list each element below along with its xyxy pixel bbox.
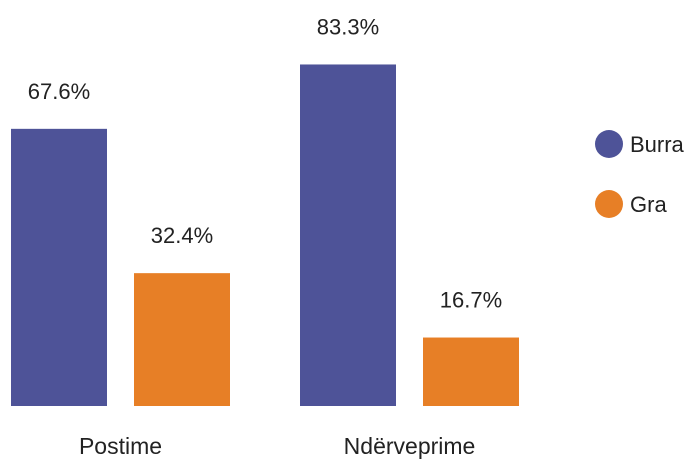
legend-label-gra: Gra	[630, 192, 667, 217]
value-label-burra-0: 67.6%	[28, 79, 90, 104]
legend-label-burra: Burra	[630, 132, 685, 157]
value-label-gra-0: 32.4%	[151, 223, 213, 248]
value-label-burra-1: 83.3%	[317, 14, 379, 39]
legend-swatch-burra	[595, 130, 623, 158]
bar-burra-1	[300, 64, 396, 406]
category-label-1: Ndërveprime	[344, 433, 476, 459]
legend-item-burra: Burra	[595, 130, 685, 158]
bars-group	[11, 64, 519, 406]
value-label-gra-1: 16.7%	[440, 288, 502, 313]
value-labels-group: 67.6% 32.4% 83.3% 16.7%	[28, 14, 502, 312]
legend-item-gra: Gra	[595, 190, 667, 218]
legend: Burra Gra	[595, 130, 685, 218]
category-labels-group: Postime Ndërveprime	[79, 433, 475, 459]
bar-burra-0	[11, 128, 107, 406]
bar-gra-0	[134, 273, 230, 406]
bar-gra-1	[423, 337, 519, 406]
legend-swatch-gra	[595, 190, 623, 218]
category-label-0: Postime	[79, 433, 162, 459]
